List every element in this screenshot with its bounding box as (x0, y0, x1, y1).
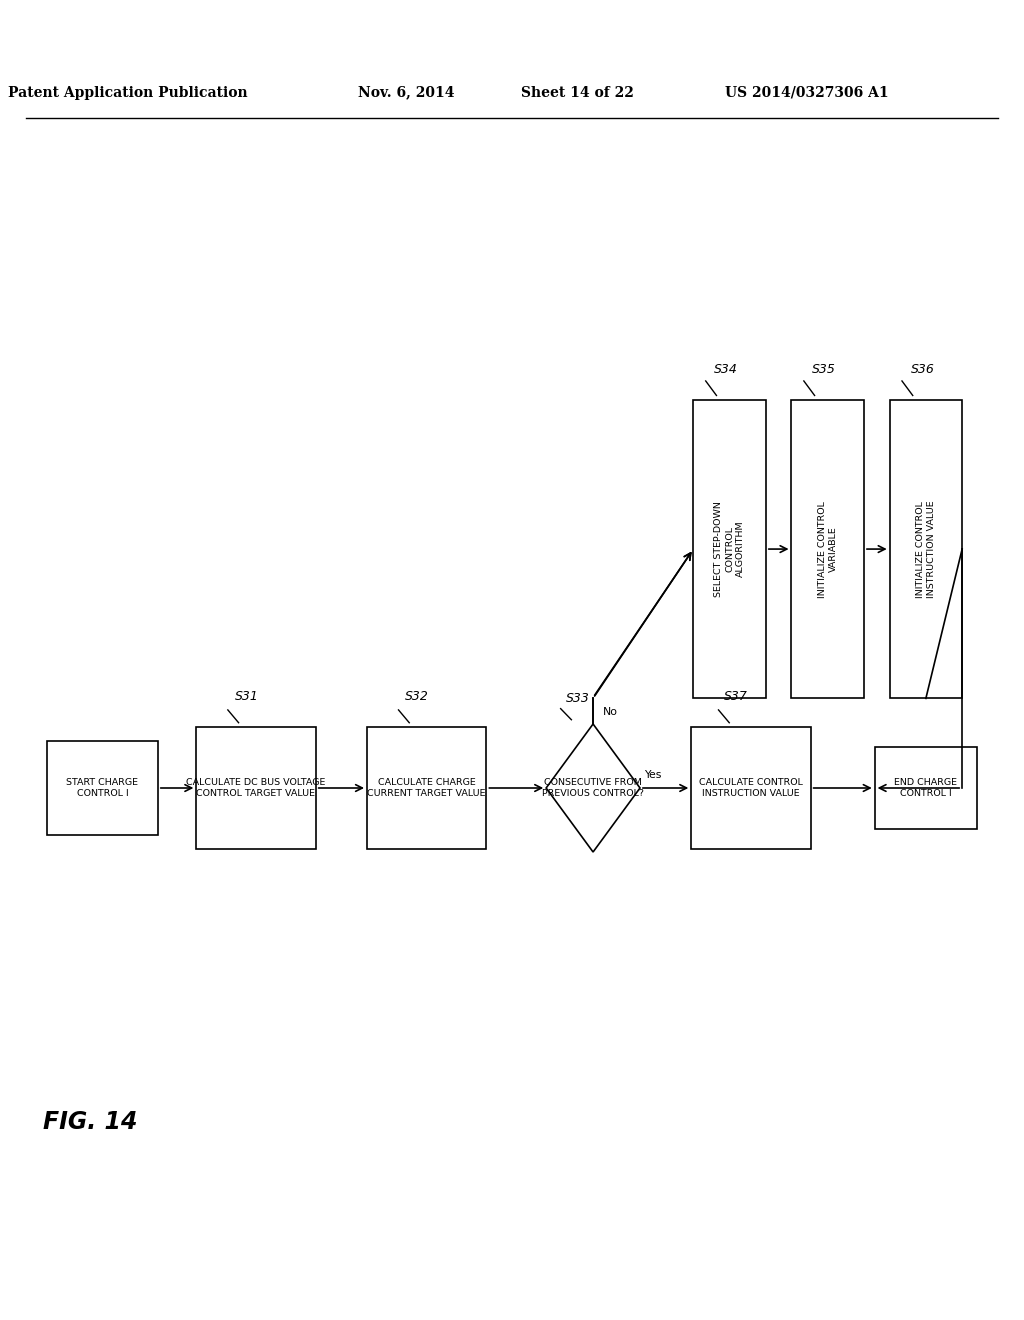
Bar (693, 400, 766, 698)
Bar (874, 747, 977, 829)
Bar (792, 400, 864, 698)
Text: S32: S32 (406, 690, 429, 704)
Text: INITIALIZE CONTROL
INSTRUCTION VALUE: INITIALIZE CONTROL INSTRUCTION VALUE (915, 500, 936, 598)
Text: CALCULATE CHARGE
CURRENT TARGET VALUE: CALCULATE CHARGE CURRENT TARGET VALUE (368, 777, 486, 799)
Bar (47, 741, 158, 836)
Text: Sheet 14 of 22: Sheet 14 of 22 (520, 86, 634, 99)
Bar (890, 400, 963, 698)
Text: FIG. 14: FIG. 14 (43, 1110, 137, 1134)
Text: S33: S33 (565, 692, 590, 705)
Text: Yes: Yes (644, 770, 662, 780)
Text: INITIALIZE CONTROL
VARIABLE: INITIALIZE CONTROL VARIABLE (818, 500, 838, 598)
Text: CALCULATE DC BUS VOLTAGE
CONTROL TARGET VALUE: CALCULATE DC BUS VOLTAGE CONTROL TARGET … (186, 777, 326, 799)
Polygon shape (546, 723, 640, 851)
Bar (197, 727, 315, 849)
Text: No: No (603, 708, 618, 717)
Text: CALCULATE CONTROL
INSTRUCTION VALUE: CALCULATE CONTROL INSTRUCTION VALUE (699, 777, 803, 799)
Text: S34: S34 (715, 363, 738, 376)
Text: Patent Application Publication: Patent Application Publication (8, 86, 248, 99)
Text: CONSECUTIVE FROM
PREVIOUS CONTROL?: CONSECUTIVE FROM PREVIOUS CONTROL? (542, 777, 644, 799)
Text: S37: S37 (724, 690, 748, 704)
Text: START CHARGE
CONTROL I: START CHARGE CONTROL I (67, 777, 138, 799)
Text: END CHARGE
CONTROL I: END CHARGE CONTROL I (894, 777, 957, 799)
Text: US 2014/0327306 A1: US 2014/0327306 A1 (725, 86, 889, 99)
Text: S31: S31 (234, 690, 258, 704)
Bar (367, 727, 486, 849)
Text: S35: S35 (812, 363, 837, 376)
Text: S36: S36 (910, 363, 934, 376)
Text: Nov. 6, 2014: Nov. 6, 2014 (358, 86, 455, 99)
Bar (691, 727, 811, 849)
Text: SELECT STEP-DOWN
CONTROL
ALGORITHM: SELECT STEP-DOWN CONTROL ALGORITHM (714, 502, 745, 597)
